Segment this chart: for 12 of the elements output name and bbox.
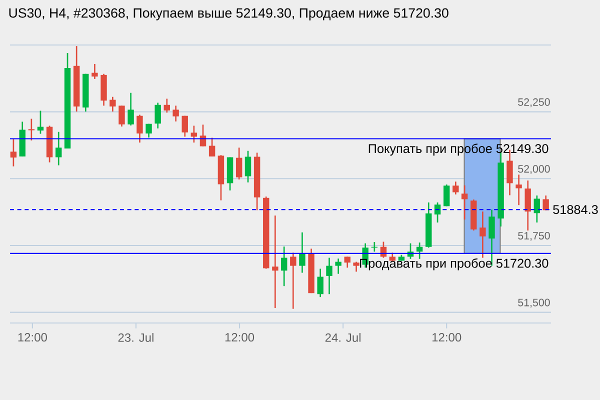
y-tick-label: 52,000 — [518, 165, 550, 174]
x-tick-label: 12:00 — [18, 333, 47, 342]
ref-line-label: Покупать при пробое 52149.30 — [368, 144, 548, 156]
x-tick-label: 12:00 — [225, 333, 254, 342]
chart-title: US30, H4, #230368, Покупаем выше 52149.30, Продаем ниже 51720.30 — [9, 8, 448, 20]
x-tick-label: 23. Jul — [118, 333, 154, 342]
x-tick-label: 12:00 — [432, 333, 462, 342]
y-tick-label: 51,500 — [518, 298, 550, 308]
y-tick-label: 51,750 — [518, 232, 550, 241]
ref-line-label: 51884.3 — [553, 205, 598, 214]
x-tick-label: 24. Jul — [325, 333, 360, 342]
y-tick-label: 52,250 — [518, 98, 550, 108]
